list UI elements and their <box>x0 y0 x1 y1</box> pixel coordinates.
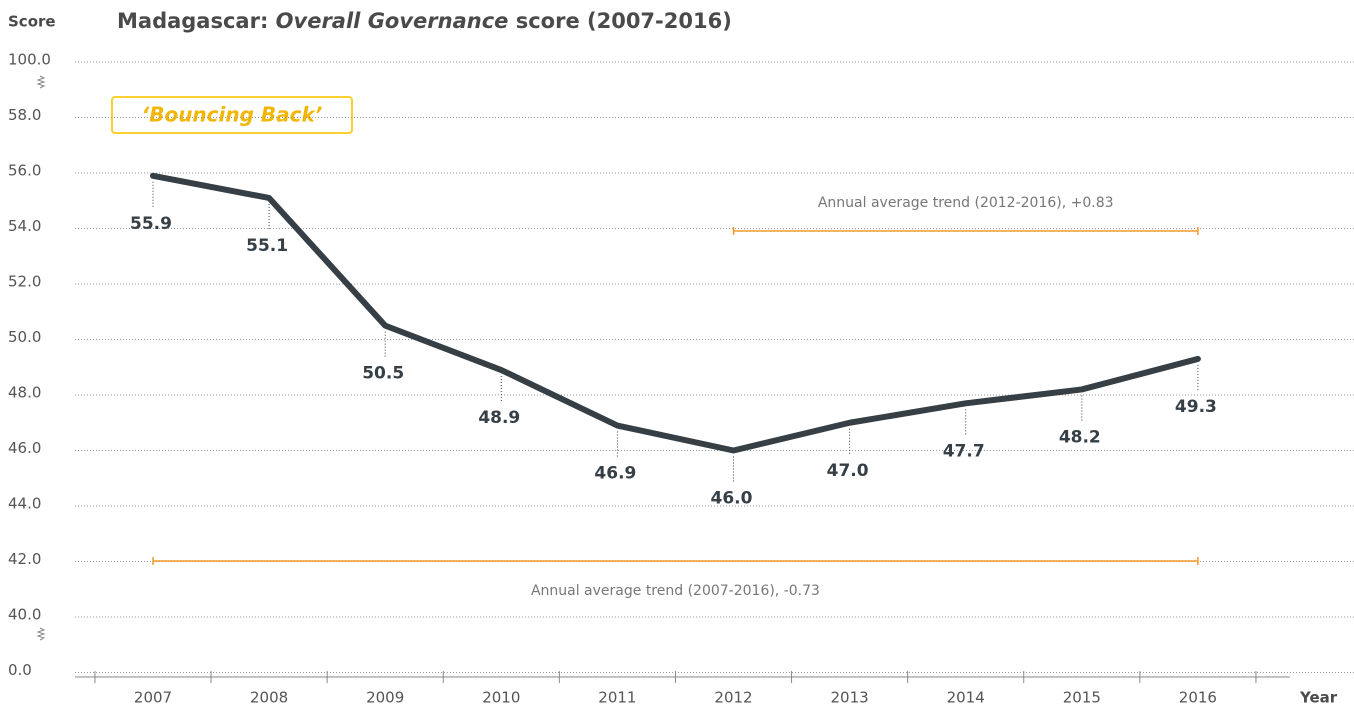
y-tick-label: 44.0 <box>8 495 41 513</box>
y-tick-label: 58.0 <box>8 106 41 124</box>
y-tick-label: 52.0 <box>8 273 41 291</box>
badge: ‘Bouncing Back’ <box>142 103 323 127</box>
y-tick-label: 50.0 <box>8 328 41 346</box>
y-tick-label: 56.0 <box>8 162 41 180</box>
y-axis-label: Score <box>8 13 56 31</box>
value-label: 47.0 <box>827 461 869 481</box>
y-tick-label: 40.0 <box>8 606 41 624</box>
value-label: 49.3 <box>1175 397 1217 417</box>
x-tick-label: 2015 <box>1063 689 1101 707</box>
x-tick-label: 2010 <box>482 689 520 707</box>
title-part: Overall Governance <box>276 9 509 33</box>
x-tick-label: 2012 <box>714 689 752 707</box>
value-label: 50.5 <box>362 364 404 384</box>
trend-label: Annual average trend (2012-2016), +0.83 <box>818 195 1114 211</box>
badge-box <box>111 96 353 134</box>
x-tick-label: 2009 <box>366 689 404 707</box>
value-label: 46.0 <box>711 489 753 509</box>
y-tick-label: 0.0 <box>8 661 32 679</box>
x-tick-label: 2011 <box>598 689 636 707</box>
axis-break <box>36 627 46 641</box>
y-tick-label: 42.0 <box>8 550 41 568</box>
value-label: 46.9 <box>594 464 636 484</box>
x-tick-label: 2013 <box>831 689 869 707</box>
trend-label: Annual average trend (2007-2016), -0.73 <box>531 583 820 599</box>
value-label: 47.7 <box>943 441 985 461</box>
y-tick-label: 48.0 <box>8 384 41 402</box>
x-axis-label: Year <box>1299 689 1338 707</box>
axis-break <box>36 75 46 89</box>
x-tick-label: 2014 <box>947 689 985 707</box>
x-tick-label: 2016 <box>1179 689 1217 707</box>
value-label: 55.9 <box>130 214 172 234</box>
value-label: 48.2 <box>1059 427 1101 447</box>
title-part: Madagascar: <box>117 9 276 33</box>
x-tick-label: 2007 <box>134 689 172 707</box>
value-label: 55.1 <box>246 236 288 256</box>
series-line <box>150 172 1201 454</box>
value-label: 48.9 <box>478 408 520 428</box>
x-tick-label: 2008 <box>250 689 288 707</box>
title-part: score (2007-2016) <box>508 9 731 33</box>
y-tick-label: 100.0 <box>8 51 51 69</box>
chart-title: Madagascar: Overall Governance score (20… <box>117 9 732 33</box>
y-tick-label: 46.0 <box>8 439 41 457</box>
y-tick-label: 54.0 <box>8 217 41 235</box>
